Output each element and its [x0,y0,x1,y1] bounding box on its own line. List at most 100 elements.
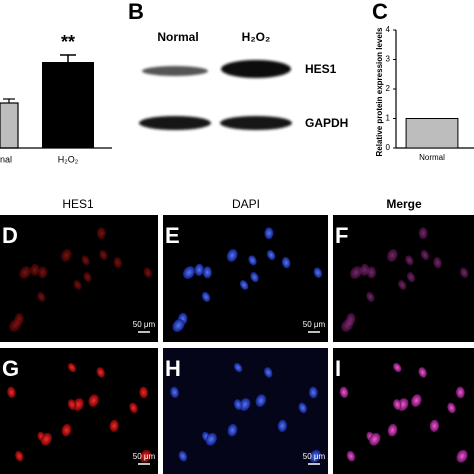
micrograph: D 50 μm [0,215,158,342]
nucleus [277,419,287,432]
panel-label: I [335,356,341,381]
y-axis-label: Relative protein expression levels [375,27,384,156]
micrograph: E 50 μm [163,215,328,342]
nucleus [418,227,428,240]
x-tick-label: Normal [419,153,445,162]
panel-b: B Normal H₂O₂ HES1 GAPDH [128,0,348,130]
x-label: nal [0,154,12,164]
nucleus [61,423,72,437]
lane-label: H₂O₂ [242,30,271,44]
nucleus [369,432,381,446]
nucleus [37,291,46,302]
nucleus [393,399,402,410]
nucleus [205,432,217,446]
column-header: DAPI [232,197,260,211]
nucleus [264,367,273,378]
panel-label: B [128,0,144,24]
image-background [0,215,158,342]
nucleus [19,266,32,279]
band [221,60,291,78]
nucleus [456,386,465,399]
nucleus [15,450,24,462]
band [139,116,211,130]
panel-a: ** nal H₂O₂ [0,32,112,164]
y-tick-label: 0 [386,143,391,152]
panel-c: C Relative protein expression levels 0 1 2… [372,0,474,162]
nucleus [281,256,291,269]
nucleus [406,272,416,283]
micrograph: F [333,215,474,342]
significance: ** [61,32,75,52]
band-label: GAPDH [305,116,348,130]
nucleus [9,319,22,332]
y-tick-label: 4 [386,25,391,34]
panel-label: D [2,223,18,248]
nucleus [7,386,16,398]
panel-label: F [335,223,348,248]
nucleus [239,280,249,290]
nucleus [308,386,318,399]
nucleus [139,386,149,399]
x-label: H₂O₂ [58,154,79,164]
nucleus [170,386,179,398]
nucleus [433,256,442,269]
bar [42,62,94,148]
nucleus [38,266,48,279]
band [142,66,208,76]
nucleus [350,266,363,279]
nucleus [456,449,468,463]
nucleus [81,255,90,266]
nucleus [387,249,398,262]
nucleus [99,249,108,261]
nucleus [387,423,398,437]
nucleus [30,263,40,276]
bar [405,118,459,149]
bar [0,102,19,149]
nucleus [143,267,153,278]
nucleus [129,402,138,414]
nucleus [194,263,204,276]
nucleus [226,249,238,262]
nucleus [178,450,188,462]
nucleus [366,291,375,302]
nucleus [393,362,402,373]
nucleus [67,399,77,410]
nucleus [40,432,52,446]
nucleus [460,267,469,278]
scale-bar-label: 50 μm [303,320,326,329]
nucleus [248,255,257,266]
nucleus [73,280,82,290]
nucleus [264,227,274,240]
micrograph: I [333,348,474,474]
panel-label: H [165,356,181,381]
nucleus [172,319,185,332]
micrograph: H 50 μm [163,348,328,474]
nucleus [429,419,440,432]
nucleus [109,419,119,432]
nucleus [250,272,259,283]
nucleus [298,402,307,414]
column-header: HES1 [62,197,94,211]
nucleus [255,394,267,407]
nucleus [405,255,414,266]
y-tick-label: 1 [386,114,391,123]
column-header: Merge [386,197,422,211]
nucleus [309,449,321,463]
nucleus [341,319,354,332]
panel-label: E [165,223,180,248]
nucleus [420,249,430,261]
nucleus [398,280,407,290]
image-background [163,215,328,342]
nucleus [201,291,211,302]
nucleus [233,362,243,373]
nucleus [239,398,251,411]
nucleus [360,263,370,276]
y-tick-label: 2 [386,84,391,93]
micrograph: G 50 μm [0,348,158,474]
nucleus [96,227,106,240]
nucleus [418,367,427,378]
nucleus [233,399,243,410]
nucleus [67,362,77,373]
nucleus [61,249,72,262]
